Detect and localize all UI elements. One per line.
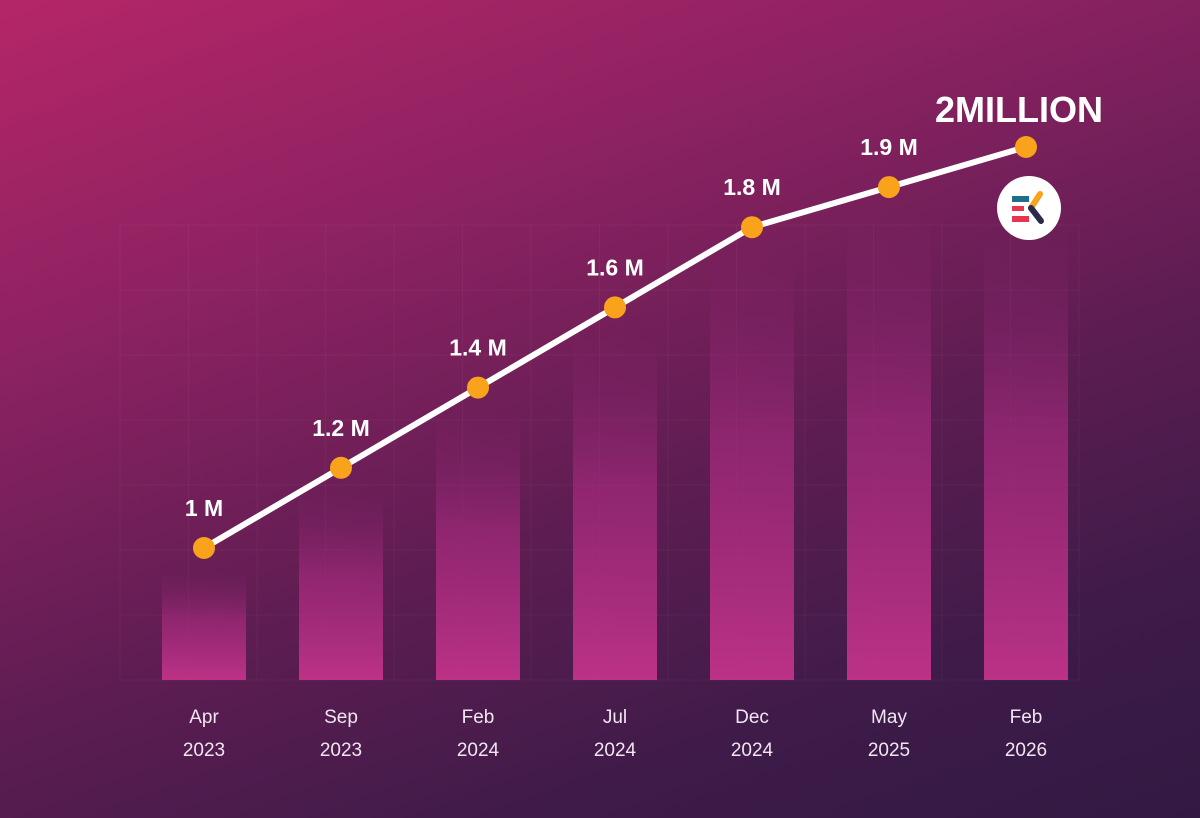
data-label: 1.9 M xyxy=(860,134,918,160)
x-tick-year: 2024 xyxy=(594,740,637,761)
logo-bar-teal xyxy=(1012,196,1029,202)
x-tick-year: 2025 xyxy=(868,740,910,761)
data-point xyxy=(1015,136,1037,158)
x-tick-month: Feb xyxy=(1010,707,1043,728)
x-tick-year: 2024 xyxy=(731,740,774,761)
logo-bar-red-2 xyxy=(1012,216,1029,222)
x-tick-month: Dec xyxy=(735,707,769,728)
data-point xyxy=(467,376,489,399)
x-tick-year: 2026 xyxy=(1005,740,1047,761)
data-point xyxy=(878,176,900,199)
x-tick-month: Jul xyxy=(603,707,627,728)
bar-dec-2024 xyxy=(710,252,794,680)
data-label: 1.6 M xyxy=(586,254,644,280)
x-tick-year: 2023 xyxy=(183,740,225,761)
bar-feb-2026 xyxy=(984,232,1068,680)
data-label: 1 M xyxy=(185,495,223,521)
data-point xyxy=(193,537,215,559)
data-label: 1.4 M xyxy=(449,335,507,361)
logo-chevron-bottom xyxy=(1028,205,1044,224)
data-label: 2MILLION xyxy=(935,89,1103,130)
bar-jul-2024 xyxy=(573,332,657,680)
x-tick-month: Apr xyxy=(189,707,219,728)
data-point xyxy=(604,296,626,319)
bar-feb-2024 xyxy=(436,412,520,680)
bar-apr-2023 xyxy=(162,573,246,680)
data-point xyxy=(330,456,352,479)
bar-may-2025 xyxy=(847,212,931,680)
x-tick-month: Feb xyxy=(462,707,495,728)
logo-badge xyxy=(997,176,1061,240)
bar-sep-2023 xyxy=(299,492,383,680)
data-label: 1.8 M xyxy=(723,174,781,200)
data-label: 1.2 M xyxy=(312,415,370,441)
x-tick-year: 2023 xyxy=(320,740,362,761)
logo-bar-red xyxy=(1012,206,1024,211)
data-point xyxy=(741,216,763,239)
x-tick-month: Sep xyxy=(324,707,358,728)
x-tick-year: 2024 xyxy=(457,740,500,761)
x-tick-month: May xyxy=(871,707,907,728)
